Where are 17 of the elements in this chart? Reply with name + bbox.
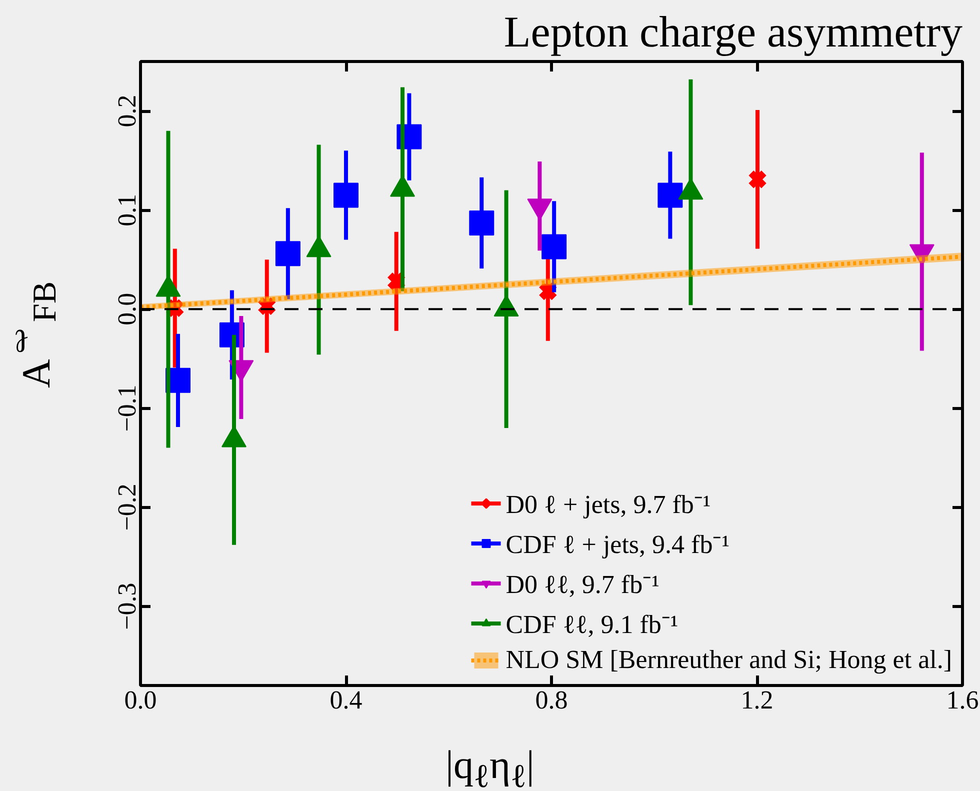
chart-title: Lepton charge asymmetry [504, 8, 963, 56]
x-tick-label: 0.8 [535, 686, 568, 714]
y-tick-label: −0.1 [112, 384, 142, 432]
legend-label: D0 ℓℓ, 9.7 fb⁻¹ [506, 569, 660, 601]
y-tick-label: −0.2 [112, 484, 142, 531]
y-tick-label: 0.1 [112, 194, 142, 226]
legend-label: NLO SM [Bernreuther and Si; Hong et al.] [506, 645, 952, 675]
x-tick-label: 0.4 [330, 686, 362, 714]
y-tick-label: 0.0 [112, 292, 142, 326]
x-tick-label: 1.6 [946, 686, 979, 714]
x-axis-title: |q$_{ℓ}$η$_{ℓ}$| [444, 742, 536, 791]
legend-label: CDF ℓℓ, 9.1 fb⁻¹ [506, 609, 678, 641]
y-tick-label: −0.3 [112, 582, 142, 630]
legend-label: D0 ℓ + jets, 9.7 fb⁻¹ [506, 489, 711, 521]
legend-label: CDF ℓ + jets, 9.4 fb⁻¹ [506, 529, 730, 561]
y-tick-label: 0.2 [112, 94, 142, 128]
x-tick-label: 1.2 [740, 686, 774, 714]
